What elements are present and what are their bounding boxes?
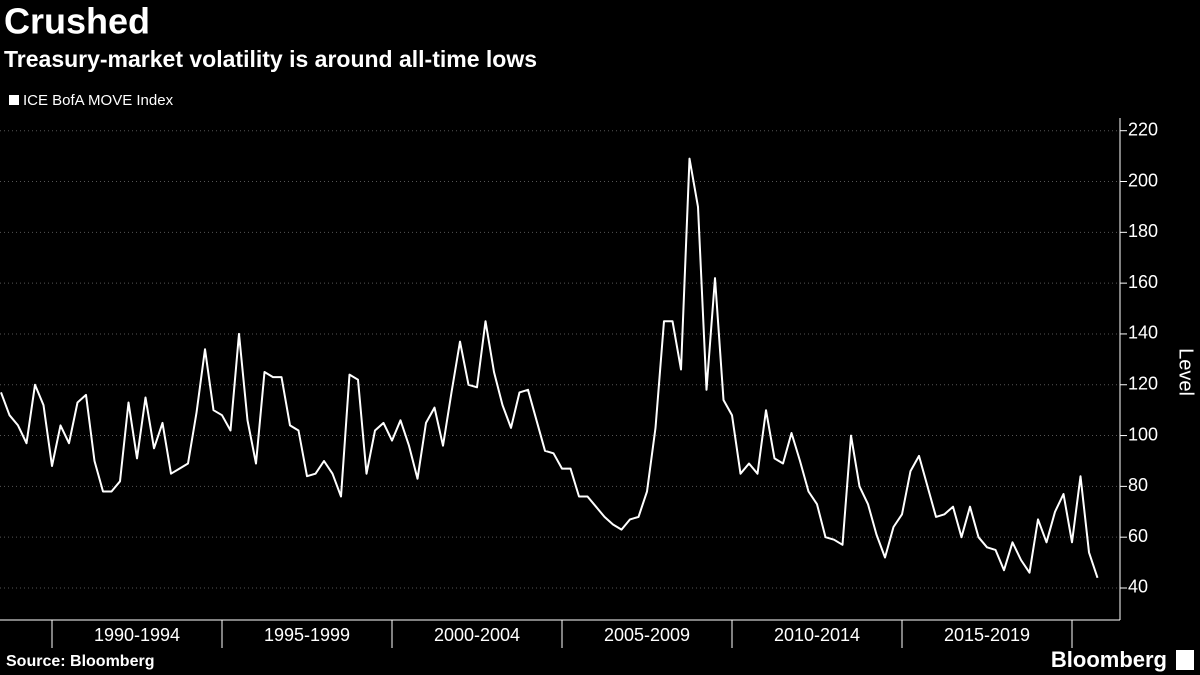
chart-subtitle: Treasury-market volatility is around all…	[4, 46, 537, 72]
y-tick-label: 180	[1128, 221, 1158, 241]
x-tick-label: 2010-2014	[774, 625, 860, 645]
y-tick-label: 60	[1128, 526, 1148, 546]
y-tick-label: 80	[1128, 475, 1148, 495]
y-tick-label: 120	[1128, 374, 1158, 394]
y-tick-label: 160	[1128, 272, 1158, 292]
y-axis-label: Level	[1175, 348, 1197, 396]
x-tick-label: 1990-1994	[94, 625, 180, 645]
brand: Bloomberg	[1051, 647, 1167, 672]
line-series	[0, 157, 1099, 579]
x-tick-label: 1995-1999	[264, 625, 350, 645]
chart-title: Crushed	[4, 1, 150, 42]
x-tick-label: 2005-2009	[604, 625, 690, 645]
y-tick-label: 140	[1128, 323, 1158, 343]
y-tick-label: 200	[1128, 170, 1158, 190]
x-tick-label: 2015-2019	[944, 625, 1030, 645]
y-tick-label: 220	[1128, 119, 1158, 139]
legend-swatch	[9, 95, 19, 105]
legend-label: ICE BofA MOVE Index	[23, 92, 174, 109]
x-tick-label: 2000-2004	[434, 625, 520, 645]
source: Source: Bloomberg	[6, 653, 154, 670]
brand-icon	[1176, 650, 1194, 670]
y-tick-label: 40	[1128, 577, 1148, 597]
y-tick-label: 100	[1128, 424, 1158, 444]
